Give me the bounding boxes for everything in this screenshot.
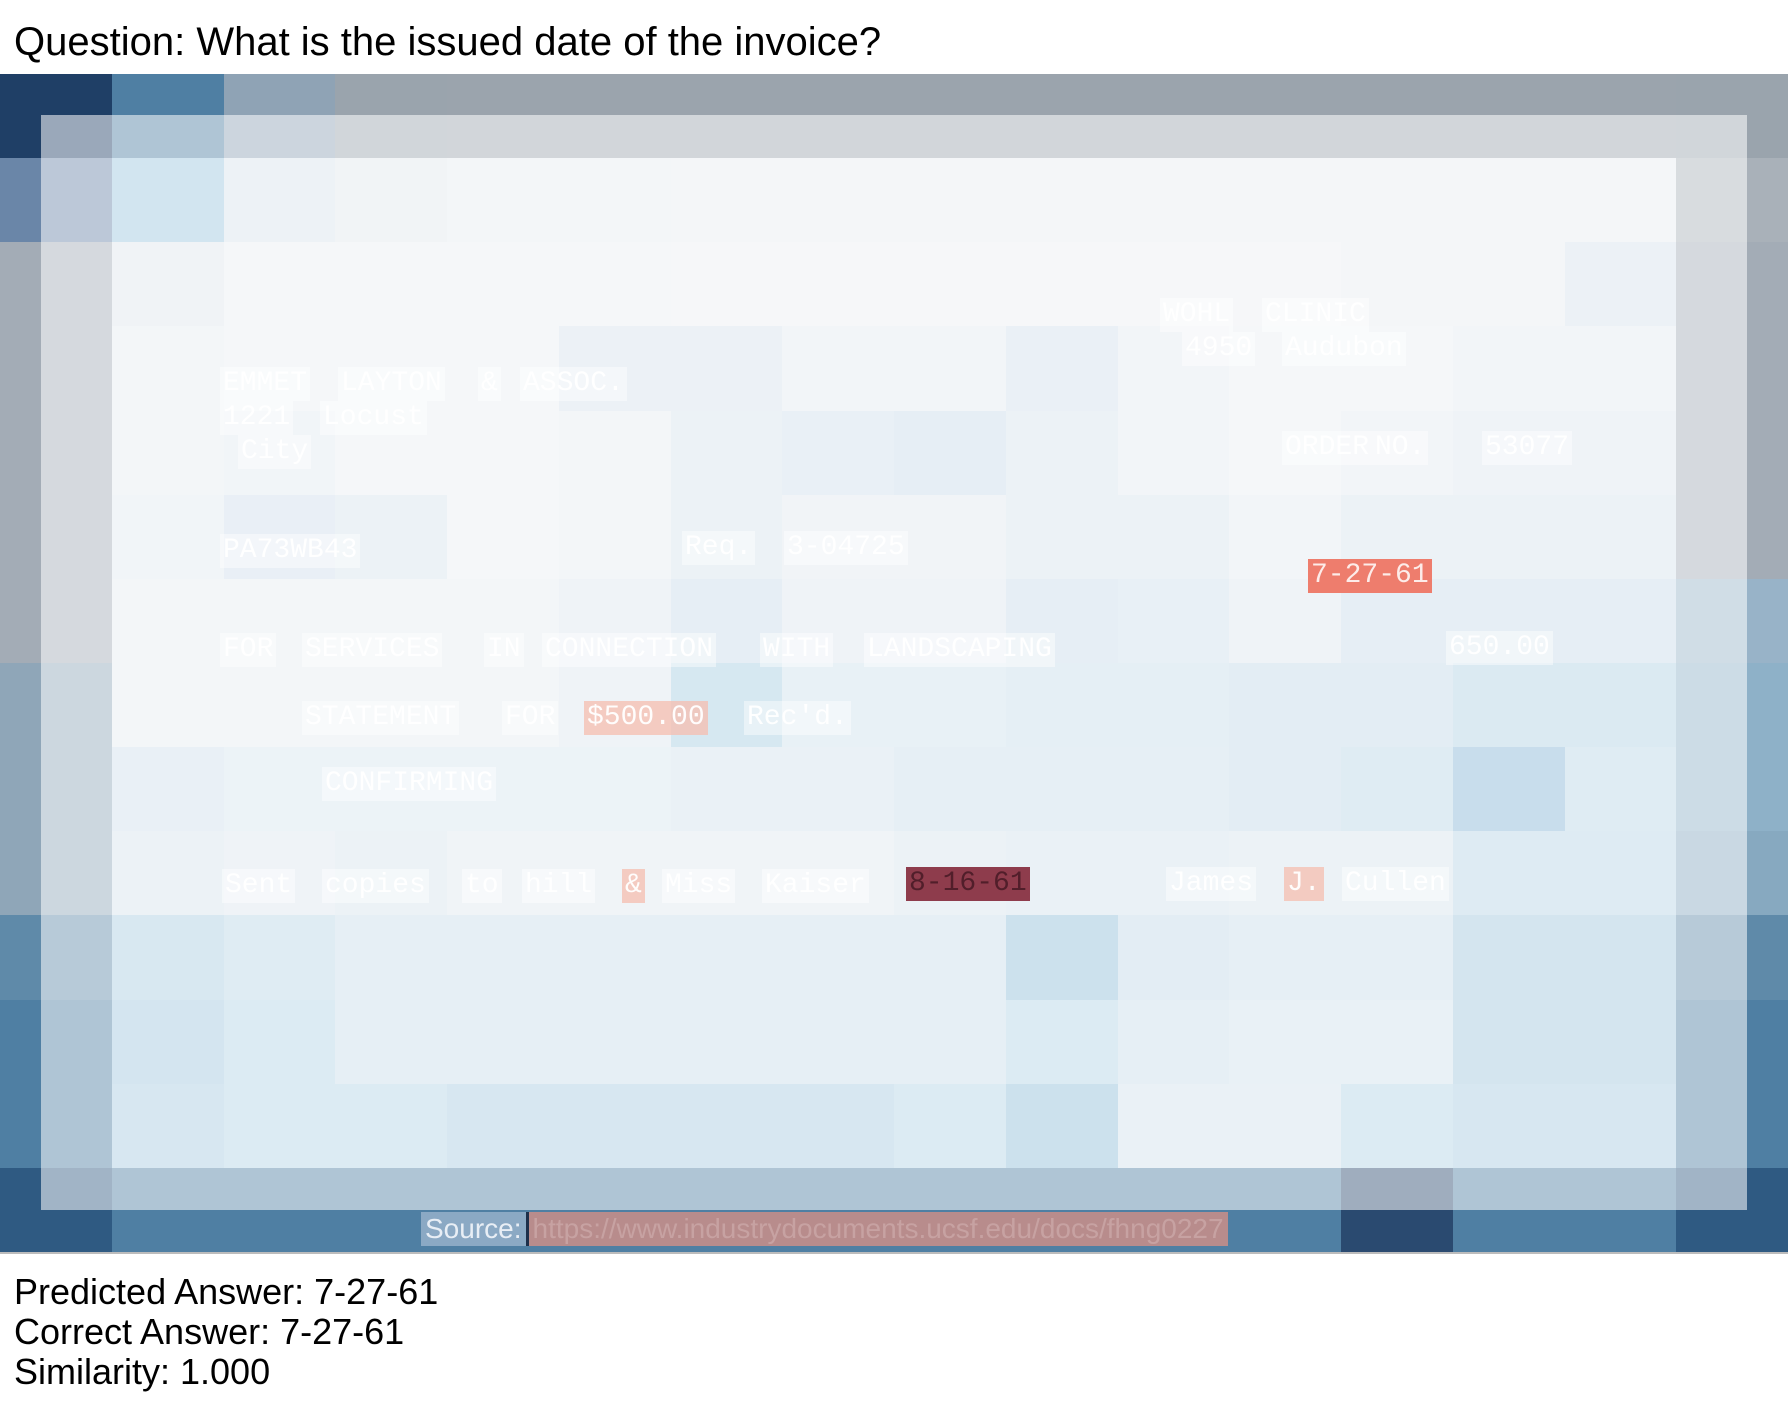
- doc-token: 3-04725: [784, 531, 908, 565]
- doc-token: WOHL: [1160, 298, 1234, 332]
- doc-token: STATEMENT: [302, 701, 460, 735]
- doc-token: &: [478, 367, 501, 401]
- doc-token: 53077: [1482, 431, 1573, 465]
- doc-token: Audubon: [1282, 332, 1406, 366]
- source-line: Source: https://www.industrydocuments.uc…: [421, 1212, 1228, 1246]
- document-paper: [41, 115, 1747, 1210]
- doc-token: ASSOC.: [520, 367, 627, 401]
- doc-token: James: [1166, 867, 1257, 901]
- doc-token: Locust: [320, 401, 427, 435]
- similarity-score: Similarity: 1.000: [14, 1351, 271, 1392]
- doc-token: LANDSCAPING: [864, 633, 1055, 667]
- doc-token: CLINIC: [1262, 298, 1369, 332]
- doc-token: hill: [522, 869, 596, 903]
- result-block: Predicted Answer: 7-27-61 Correct Answer…: [14, 1272, 438, 1392]
- doc-token: copies: [322, 869, 429, 903]
- doc-token: WITH: [760, 633, 834, 667]
- doc-token-highlight-dark: 8-16-61: [906, 867, 1030, 901]
- doc-token: IN: [484, 633, 524, 667]
- correct-answer: Correct Answer: 7-27-61: [14, 1311, 405, 1352]
- doc-token: &: [622, 869, 645, 903]
- doc-token: EMMET: [220, 367, 311, 401]
- doc-token: $500.00: [584, 701, 708, 735]
- doc-token: Cullen: [1342, 867, 1449, 901]
- doc-token: Sent: [222, 869, 296, 903]
- doc-token: 4950: [1182, 332, 1256, 366]
- doc-token: CONNECTION: [542, 633, 717, 667]
- source-url: https://www.industrydocuments.ucsf.edu/d…: [528, 1212, 1228, 1246]
- doc-token: CONFIRMING: [322, 767, 497, 801]
- doc-token: FOR: [220, 633, 277, 667]
- doc-token: Req.: [682, 531, 756, 565]
- doc-token: PA73WB43: [220, 534, 361, 568]
- doc-token: NO.: [1372, 431, 1429, 465]
- doc-token: Rec'd.: [744, 701, 851, 735]
- doc-token: City: [238, 435, 312, 469]
- separator-line: [0, 1252, 1788, 1254]
- doc-token: LAYTON: [338, 367, 445, 401]
- doc-token: 650.00: [1446, 631, 1553, 665]
- doc-token: 1221: [220, 401, 294, 435]
- doc-token: Miss: [662, 869, 736, 903]
- doc-token: SERVICES: [302, 633, 443, 667]
- doc-token: J.: [1284, 867, 1324, 901]
- doc-token: FOR: [502, 701, 559, 735]
- predicted-answer: Predicted Answer: 7-27-61: [14, 1271, 439, 1312]
- question-text: Question: What is the issued date of the…: [14, 20, 882, 64]
- source-label: Source:: [421, 1212, 526, 1246]
- attention-heatmap-document: WOHL CLINIC 4950 Audubon EMMET LAYTON & …: [0, 74, 1788, 1252]
- doc-token: Kaiser: [762, 869, 869, 903]
- issued-date-highlight: 7-27-61: [1308, 559, 1432, 593]
- doc-token: ORDER: [1282, 431, 1373, 465]
- doc-token: to: [462, 869, 502, 903]
- source-divider: [525, 1212, 529, 1246]
